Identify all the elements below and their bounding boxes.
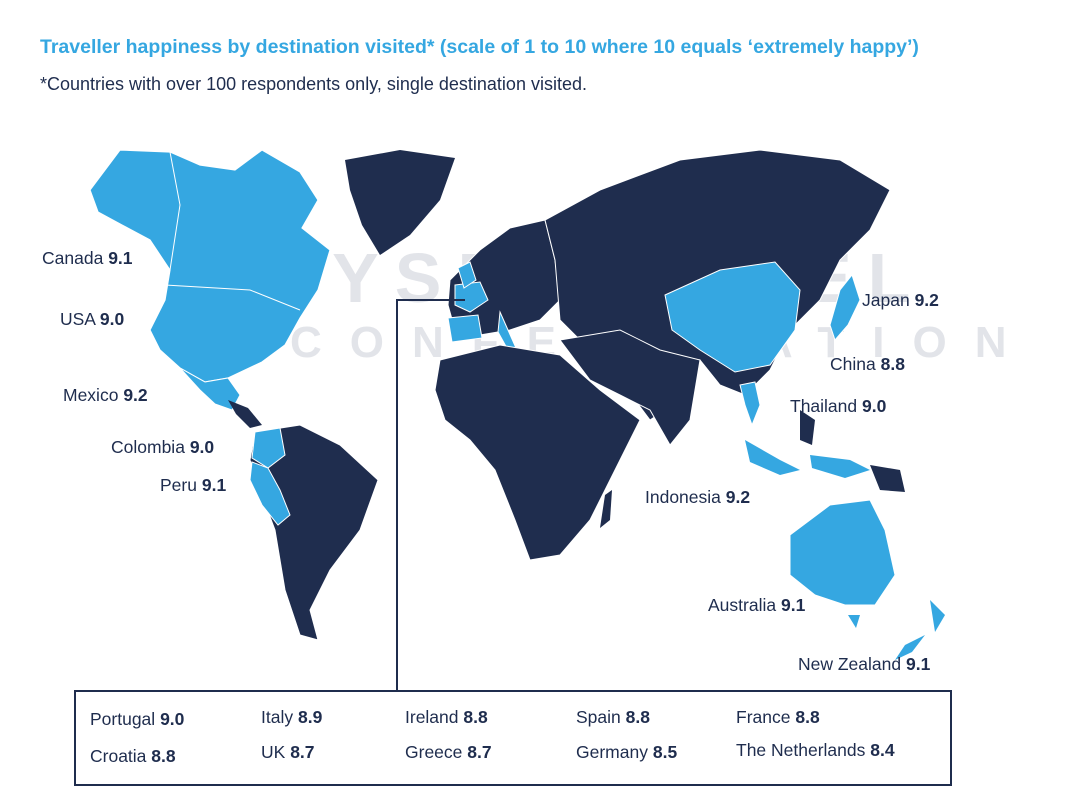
region-new-zealand bbox=[930, 600, 945, 632]
europe-item: Spain 8.8 bbox=[576, 707, 650, 727]
region-australia bbox=[789, 499, 896, 606]
label-japan: Japan 9.2 bbox=[862, 290, 939, 310]
label-china: China 8.8 bbox=[830, 354, 905, 374]
region-uk-ireland bbox=[457, 261, 477, 289]
europe-item: Italy 8.9 bbox=[261, 707, 323, 727]
chart-subtitle: *Countries with over 100 respondents onl… bbox=[40, 74, 587, 94]
region-peru bbox=[249, 461, 291, 526]
europe-item: France 8.8 bbox=[736, 707, 820, 727]
europe-item: Portugal 9.0 bbox=[90, 709, 185, 729]
europe-scores-box: Portugal 9.0 Italy 8.9 Ireland 8.8 Spain… bbox=[74, 690, 952, 786]
label-indonesia: Indonesia 9.2 bbox=[645, 487, 751, 507]
europe-item: The Netherlands 8.4 bbox=[736, 740, 895, 760]
region-china bbox=[664, 261, 801, 373]
europe-item: Germany 8.5 bbox=[576, 742, 678, 762]
europe-connector-line bbox=[396, 299, 465, 692]
europe-item: Greece 8.7 bbox=[405, 742, 492, 762]
region-central-america bbox=[228, 400, 262, 428]
europe-item: Ireland 8.8 bbox=[405, 707, 488, 727]
label-canada: Canada 9.1 bbox=[42, 248, 133, 268]
region-philippines bbox=[800, 410, 815, 445]
region-greenland bbox=[345, 150, 455, 255]
region-alaska-border bbox=[169, 151, 181, 271]
europe-item: UK 8.7 bbox=[261, 742, 315, 762]
region-middle-east-india bbox=[559, 329, 701, 446]
region-madagascar bbox=[600, 490, 612, 528]
region-indonesia-east bbox=[810, 455, 870, 478]
label-usa: USA 9.0 bbox=[60, 309, 125, 329]
region-new-guinea bbox=[870, 465, 905, 492]
europe-item: Croatia 8.8 bbox=[90, 746, 176, 766]
label-colombia: Colombia 9.0 bbox=[111, 437, 215, 457]
chart-title: Traveller happiness by destination visit… bbox=[40, 36, 919, 58]
label-thailand: Thailand 9.0 bbox=[790, 396, 887, 416]
region-japan bbox=[829, 273, 861, 341]
region-new-zealand-south bbox=[895, 635, 925, 660]
region-indonesia bbox=[745, 440, 800, 475]
label-australia: Australia 9.1 bbox=[708, 595, 806, 615]
label-new-zealand: New Zealand 9.1 bbox=[798, 654, 931, 674]
region-thailand bbox=[739, 381, 761, 427]
region-iberia bbox=[447, 314, 483, 343]
region-africa bbox=[434, 344, 641, 561]
region-usa-border bbox=[164, 284, 301, 311]
label-peru: Peru 9.1 bbox=[160, 475, 227, 495]
region-mexico bbox=[179, 367, 241, 411]
region-colombia bbox=[251, 427, 286, 469]
label-mexico: Mexico 9.2 bbox=[63, 385, 148, 405]
region-europe-highlight-west bbox=[454, 281, 489, 313]
region-tasmania bbox=[848, 615, 860, 628]
